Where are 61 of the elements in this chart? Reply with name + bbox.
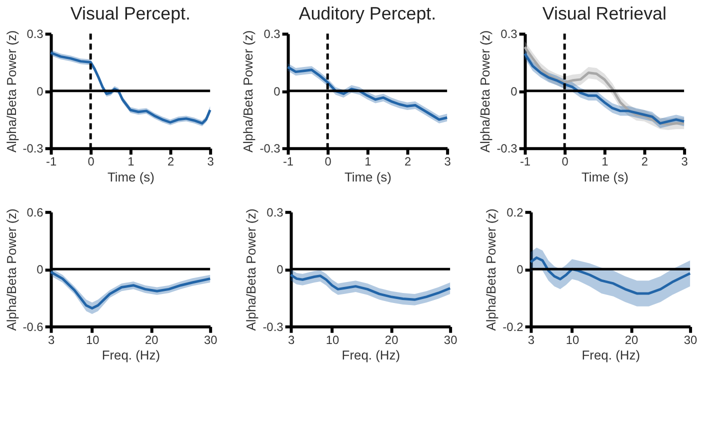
x-axis-title: Freq. (Hz) bbox=[582, 348, 640, 363]
y-tick-label: 0 bbox=[510, 84, 518, 98]
x-axis-title: Time (s) bbox=[107, 170, 154, 185]
x-tick-label: 10 bbox=[326, 332, 340, 347]
chart-title: Visual Retrieval bbox=[542, 4, 666, 24]
y-tick-label: 0.3 bbox=[266, 205, 284, 220]
line-series bbox=[529, 256, 692, 295]
x-tick-label: 3 bbox=[207, 154, 214, 169]
y-tick-label: 0 bbox=[516, 262, 524, 277]
x-tick-label: 3 bbox=[444, 154, 452, 169]
y-tick-label: 0.2 bbox=[506, 205, 524, 220]
y-tick-label: 0.3 bbox=[500, 27, 518, 42]
x-tick-label: -1 bbox=[46, 154, 57, 169]
y-tick-label: -0.6 bbox=[22, 320, 44, 334]
x-tick-label: 30 bbox=[684, 332, 698, 347]
y-tick-label: 0 bbox=[276, 262, 284, 277]
x-tick-label: 1 bbox=[364, 154, 372, 169]
y-tick-label: 0.6 bbox=[26, 205, 44, 220]
x-tick-label: 3 bbox=[528, 332, 535, 347]
x-tick-label: 3 bbox=[681, 154, 688, 169]
y-tick-label: -0.3 bbox=[260, 142, 281, 156]
x-tick-label: 1 bbox=[602, 154, 609, 169]
x-axis-title: Time (s) bbox=[344, 170, 392, 185]
y-axis-title: Alpha/Beta Power (z) bbox=[4, 208, 19, 331]
y-tick-label: -0.3 bbox=[262, 320, 284, 334]
y-tick-label: -0.3 bbox=[496, 142, 518, 156]
x-tick-label: 1 bbox=[128, 154, 135, 169]
y-tick-label: 0.3 bbox=[264, 27, 281, 42]
x-tick-label: 2 bbox=[404, 154, 412, 169]
y-axis-title: Alpha/Beta Power (z) bbox=[484, 208, 499, 331]
y-tick-label: 0.3 bbox=[26, 27, 44, 42]
y-axis-title: Alpha/Beta Power (z) bbox=[244, 208, 259, 331]
x-tick-label: 10 bbox=[566, 332, 580, 347]
x-tick-label: 20 bbox=[384, 332, 399, 347]
x-axis-title: Freq. (Hz) bbox=[342, 348, 400, 363]
y-axis-title: Alpha/Beta Power (z) bbox=[240, 30, 256, 153]
chart-title: Visual Percept. bbox=[70, 4, 190, 24]
x-tick-label: 10 bbox=[86, 332, 100, 347]
x-tick-label: 0 bbox=[324, 154, 332, 169]
x-tick-label: 2 bbox=[641, 154, 648, 169]
x-tick-label: 3 bbox=[48, 332, 55, 347]
y-tick-label: -0.3 bbox=[22, 142, 44, 156]
x-tick-label: 30 bbox=[444, 332, 458, 347]
x-tick-label: 20 bbox=[624, 332, 639, 347]
x-axis-title: Freq. (Hz) bbox=[102, 348, 160, 363]
x-tick-label: 0 bbox=[88, 154, 95, 169]
y-tick-label: 0 bbox=[36, 84, 44, 98]
y-tick-label: 0 bbox=[36, 262, 44, 277]
x-tick-label: 0 bbox=[562, 154, 569, 169]
y-tick-label: 0 bbox=[274, 84, 281, 98]
x-tick-label: -1 bbox=[520, 154, 531, 169]
x-tick-label: 20 bbox=[144, 332, 159, 347]
y-tick-label: -0.2 bbox=[502, 320, 524, 334]
x-axis-title: Time (s) bbox=[581, 170, 628, 185]
x-tick-label: 30 bbox=[204, 332, 218, 347]
y-axis-title: Alpha/Beta Power (z) bbox=[4, 30, 19, 153]
y-axis-title: Alpha/Beta Power (z) bbox=[478, 30, 493, 153]
x-tick-label: 3 bbox=[288, 332, 295, 347]
x-tick-label: 2 bbox=[167, 154, 174, 169]
chart-title: Auditory Percept. bbox=[298, 4, 436, 24]
x-tick-label: -1 bbox=[282, 154, 294, 169]
